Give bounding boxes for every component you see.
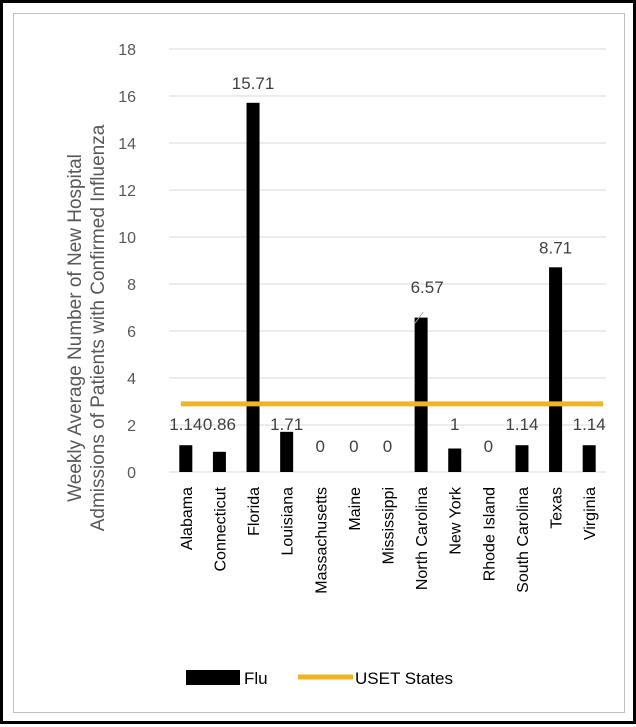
- data-label: 1.14: [505, 415, 538, 434]
- bar: [179, 445, 193, 472]
- data-label: 0: [484, 437, 493, 456]
- category-label: Rhode Island: [481, 487, 498, 581]
- data-label: 1.14: [169, 415, 202, 434]
- bar: [414, 317, 428, 472]
- category-label: Mississippi: [381, 487, 398, 564]
- y-tick-label: 4: [127, 371, 136, 388]
- data-label: 0: [349, 437, 358, 456]
- bar: [515, 445, 529, 472]
- y-tick-label: 6: [127, 324, 136, 341]
- bar: [582, 445, 596, 472]
- bar: [448, 448, 462, 472]
- legend-label-uset: USET States: [355, 669, 453, 688]
- y-axis-title-line: Weekly Average Number of New Hospital: [65, 154, 86, 502]
- data-label: 0: [316, 437, 325, 456]
- bar: [246, 102, 260, 472]
- category-label: New York: [448, 486, 465, 555]
- data-label: 8.71: [539, 238, 572, 257]
- category-label: North Carolina: [414, 487, 431, 590]
- category-label: Virginia: [582, 487, 599, 540]
- data-label: 1: [450, 415, 459, 434]
- category-label: South Carolina: [515, 487, 532, 593]
- category-label: Florida: [246, 487, 263, 536]
- bar: [549, 267, 563, 472]
- legend: Flu USET States: [186, 669, 453, 688]
- category-label: Massachusetts: [313, 487, 330, 594]
- data-label: 0.86: [203, 415, 236, 434]
- category-label: Alabama: [179, 487, 196, 550]
- bars: [179, 102, 596, 472]
- y-tick-label: 16: [118, 89, 136, 106]
- y-axis-ticks: 0 2 4 6 8 10 12 14 16 18: [118, 42, 136, 482]
- label-leader-line: [414, 311, 424, 324]
- y-tick-label: 18: [118, 42, 136, 59]
- data-label: 1.71: [270, 415, 303, 434]
- data-label: 15.71: [232, 74, 275, 93]
- data-label: 6.57: [411, 278, 444, 297]
- y-axis-title: Weekly Average Number of New Hospital Adm…: [65, 124, 109, 531]
- data-label: 1.14: [573, 415, 606, 434]
- legend-label-flu: Flu: [244, 669, 268, 688]
- bar: [280, 431, 294, 472]
- y-axis-title-line: Admissions of Patients with Confirmed In…: [88, 124, 109, 531]
- y-tick-label: 0: [127, 465, 136, 482]
- bar: [212, 451, 226, 472]
- chart-area: [13, 13, 625, 713]
- category-label: Louisiana: [280, 487, 297, 556]
- y-tick-label: 10: [118, 230, 136, 247]
- gridlines: [169, 48, 606, 473]
- y-tick-label: 12: [118, 183, 136, 200]
- category-label: Maine: [347, 487, 364, 531]
- y-tick-label: 14: [118, 136, 136, 153]
- category-label: Connecticut: [212, 486, 229, 571]
- category-label: Texas: [549, 487, 566, 529]
- data-label: 0: [383, 437, 392, 456]
- x-axis-labels: Alabama Connecticut Florida Louisiana Massac…: [179, 486, 599, 594]
- legend-swatch-flu: [186, 670, 240, 685]
- y-tick-label: 8: [127, 277, 136, 294]
- y-tick-label: 2: [127, 418, 136, 435]
